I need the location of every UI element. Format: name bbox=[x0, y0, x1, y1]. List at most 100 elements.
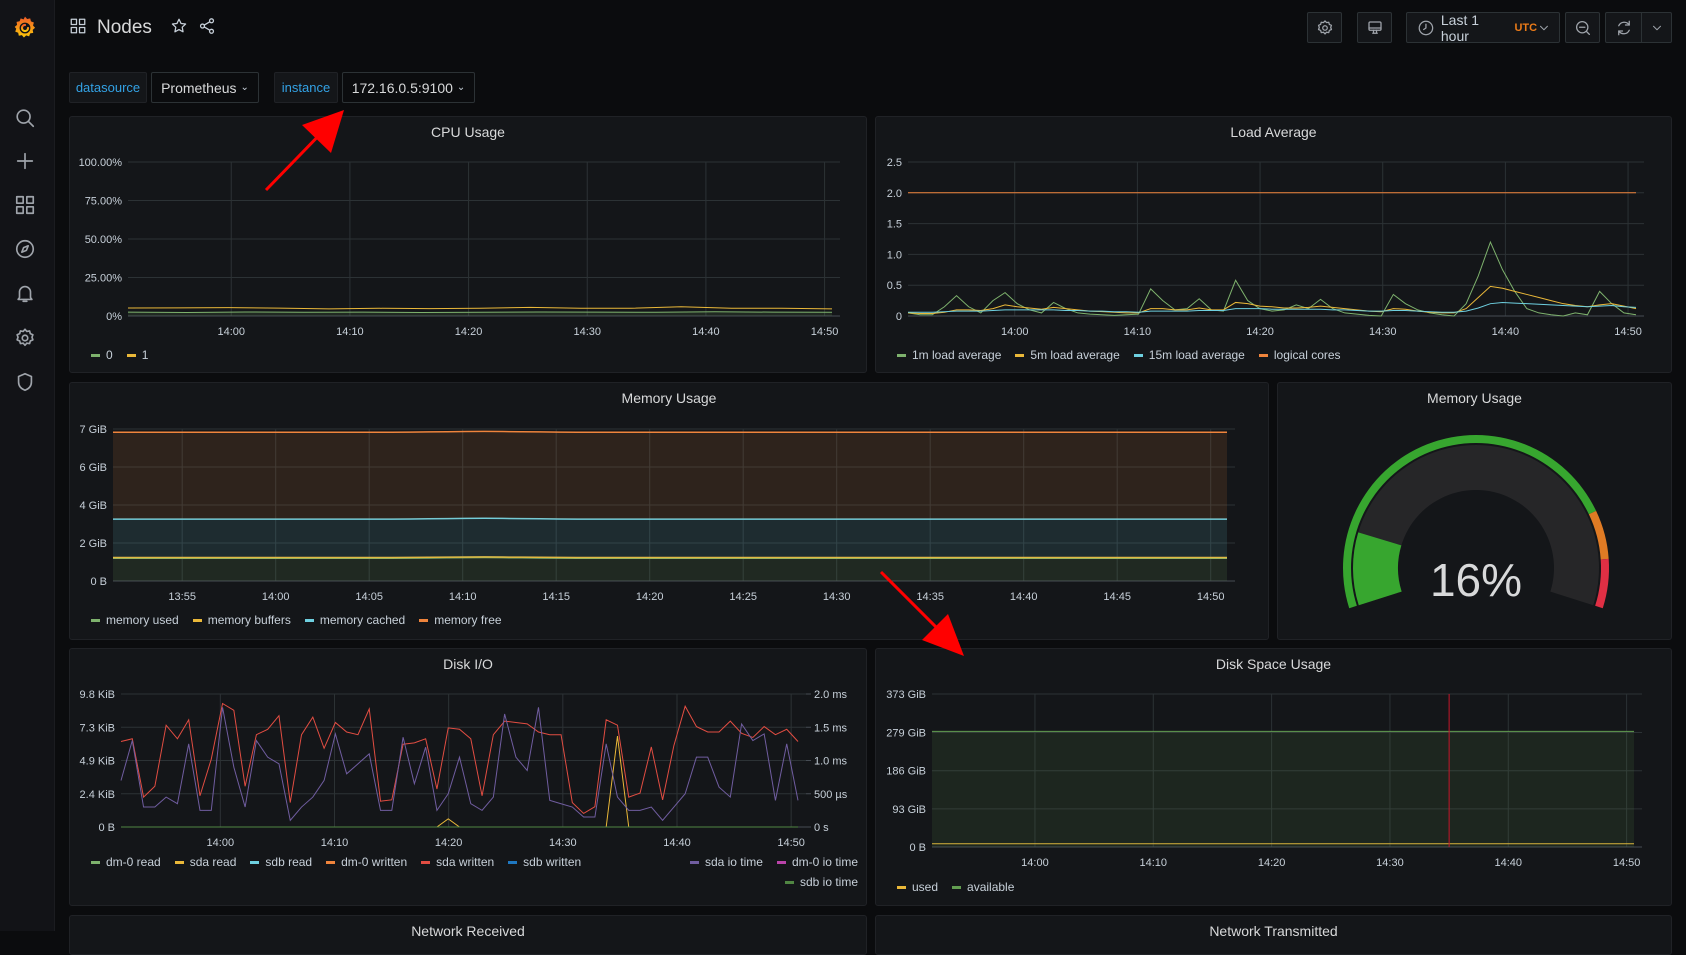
legend-item[interactable]: dm-0 written bbox=[326, 855, 407, 869]
legend-item[interactable]: memory used bbox=[91, 613, 179, 627]
legend-item[interactable]: 1 bbox=[126, 348, 149, 362]
x-tick-label: 14:10 bbox=[1124, 326, 1152, 338]
legend-label[interactable]: dm-0 io time bbox=[791, 855, 858, 869]
legend-item[interactable]: sdb io time bbox=[784, 875, 858, 889]
legend-item[interactable]: sda written bbox=[421, 855, 494, 869]
legend-item[interactable]: 5m load average bbox=[1015, 348, 1120, 362]
plus-icon[interactable] bbox=[11, 147, 39, 175]
panel-title[interactable]: Disk I/O bbox=[443, 656, 493, 672]
legend-color-swatch[interactable] bbox=[192, 618, 202, 622]
legend-item[interactable]: 1m load average bbox=[897, 348, 1001, 362]
legend-label[interactable]: dm-0 written bbox=[341, 855, 408, 869]
legend-item[interactable]: logical cores bbox=[1258, 348, 1341, 362]
legend-label[interactable]: logical cores bbox=[1273, 348, 1341, 362]
alerting-bell-icon[interactable] bbox=[11, 279, 39, 307]
datasource-select[interactable]: Prometheus ⌄ bbox=[151, 72, 259, 103]
legend-label[interactable]: sdb read bbox=[265, 855, 313, 869]
dashboard-title[interactable]: Nodes bbox=[97, 17, 152, 38]
legend-color-swatch[interactable] bbox=[689, 860, 699, 864]
legend-label[interactable]: dm-0 read bbox=[106, 855, 161, 869]
zoom-out-button[interactable] bbox=[1565, 12, 1600, 43]
legend-color-swatch[interactable] bbox=[1258, 353, 1268, 357]
legend-item[interactable]: sda read bbox=[174, 855, 237, 869]
legend-label[interactable]: sda io time bbox=[704, 855, 763, 869]
refresh-button[interactable] bbox=[1605, 12, 1642, 43]
grafana-logo-icon[interactable] bbox=[11, 14, 39, 42]
legend-item[interactable]: used bbox=[897, 880, 938, 894]
configuration-gear-icon[interactable] bbox=[11, 324, 39, 352]
legend-color-swatch[interactable] bbox=[508, 860, 518, 864]
panel-title[interactable]: Memory Usage bbox=[1427, 390, 1522, 406]
legend-color-swatch[interactable] bbox=[897, 353, 906, 357]
time-picker-button[interactable]: Last 1 hour UTC bbox=[1406, 12, 1560, 44]
legend-label[interactable]: used bbox=[912, 880, 939, 894]
dashboards-icon[interactable] bbox=[11, 191, 39, 219]
x-tick-label: 14:40 bbox=[1495, 857, 1523, 869]
legend-label[interactable]: available bbox=[967, 880, 1015, 894]
legend-color-swatch[interactable] bbox=[91, 860, 100, 864]
legend-item[interactable]: memory cached bbox=[304, 613, 406, 627]
panel-title[interactable]: Memory Usage bbox=[621, 390, 717, 406]
legend-color-swatch[interactable] bbox=[784, 880, 794, 884]
share-icon[interactable] bbox=[198, 17, 216, 40]
x-tick-label: 14:50 bbox=[777, 837, 805, 849]
panel-title[interactable]: Network Transmitted bbox=[1209, 923, 1338, 939]
search-icon[interactable] bbox=[11, 104, 39, 132]
legend-color-swatch[interactable] bbox=[250, 860, 260, 864]
legend-label[interactable]: sdb io time bbox=[799, 875, 858, 889]
legend-item[interactable]: available bbox=[952, 880, 1014, 894]
refresh-interval-picker[interactable] bbox=[1641, 12, 1672, 43]
legend-label[interactable]: 5m load average bbox=[1030, 348, 1120, 362]
dashboards-grid-icon[interactable] bbox=[69, 17, 87, 40]
tv-mode-button[interactable] bbox=[1357, 12, 1392, 43]
instance-select[interactable]: 172.16.0.5:9100 ⌄ bbox=[342, 72, 475, 103]
legend-color-swatch[interactable] bbox=[326, 860, 336, 864]
legend-color-swatch[interactable] bbox=[421, 860, 431, 864]
legend-label[interactable]: memory free bbox=[434, 613, 502, 627]
explore-compass-icon[interactable] bbox=[11, 235, 39, 263]
legend-label[interactable]: sdb written bbox=[523, 855, 582, 869]
legend-item[interactable]: memory free bbox=[419, 613, 502, 627]
legend-label[interactable]: 15m load average bbox=[1148, 348, 1245, 362]
legend-color-swatch[interactable] bbox=[91, 618, 100, 622]
legend-label[interactable]: memory buffers bbox=[207, 613, 291, 627]
legend-label[interactable]: memory used bbox=[106, 613, 179, 627]
legend-label[interactable]: 1m load average bbox=[912, 348, 1002, 362]
legend-color-swatch[interactable] bbox=[1015, 353, 1025, 357]
legend-color-swatch[interactable] bbox=[897, 885, 906, 889]
legend-item[interactable]: memory buffers bbox=[192, 613, 291, 627]
dashboard-settings-button[interactable] bbox=[1307, 12, 1342, 43]
legend-item[interactable]: dm-0 read bbox=[91, 855, 161, 869]
legend-item[interactable]: 0 bbox=[91, 348, 113, 362]
x-tick-label: 14:10 bbox=[321, 837, 349, 849]
server-admin-shield-icon[interactable] bbox=[11, 368, 39, 396]
legend-color-swatch[interactable] bbox=[776, 860, 786, 864]
legend-color-swatch[interactable] bbox=[419, 618, 429, 622]
panel-memory-usage-gauge: Memory Usage 16% bbox=[1277, 382, 1672, 640]
legend-color-swatch[interactable] bbox=[304, 618, 314, 622]
legend-label[interactable]: sda read bbox=[189, 855, 237, 869]
panel-title[interactable]: Network Received bbox=[411, 923, 525, 939]
y2-tick-label: 0 s bbox=[814, 822, 829, 834]
panel-title[interactable]: Disk Space Usage bbox=[1215, 656, 1332, 672]
legend-label[interactable]: 1 bbox=[141, 348, 149, 362]
legend-item[interactable]: 15m load average bbox=[1133, 348, 1245, 362]
legend-label[interactable]: memory cached bbox=[319, 613, 406, 627]
legend-color-swatch[interactable] bbox=[952, 885, 962, 889]
legend-item[interactable]: sda io time bbox=[689, 855, 763, 869]
legend-item[interactable]: sdb read bbox=[250, 855, 312, 869]
legend-label[interactable]: 0 bbox=[106, 348, 113, 362]
panel-title[interactable]: CPU Usage bbox=[431, 124, 505, 140]
legend-color-swatch[interactable] bbox=[91, 353, 100, 357]
legend-item[interactable]: sdb written bbox=[508, 855, 581, 869]
panel-title[interactable]: Load Average bbox=[1230, 124, 1317, 140]
legend-color-swatch[interactable] bbox=[174, 860, 184, 864]
legend-label[interactable]: sda written bbox=[436, 855, 495, 869]
y-tick-label: 7.3 KiB bbox=[80, 722, 115, 734]
legend-color-swatch[interactable] bbox=[1133, 353, 1143, 357]
refresh-icon bbox=[1617, 20, 1630, 35]
legend-item[interactable]: dm-0 io time bbox=[776, 855, 858, 869]
star-icon[interactable] bbox=[170, 17, 188, 40]
legend-color-swatch[interactable] bbox=[126, 353, 136, 357]
x-tick-label: 14:05 bbox=[355, 591, 383, 603]
